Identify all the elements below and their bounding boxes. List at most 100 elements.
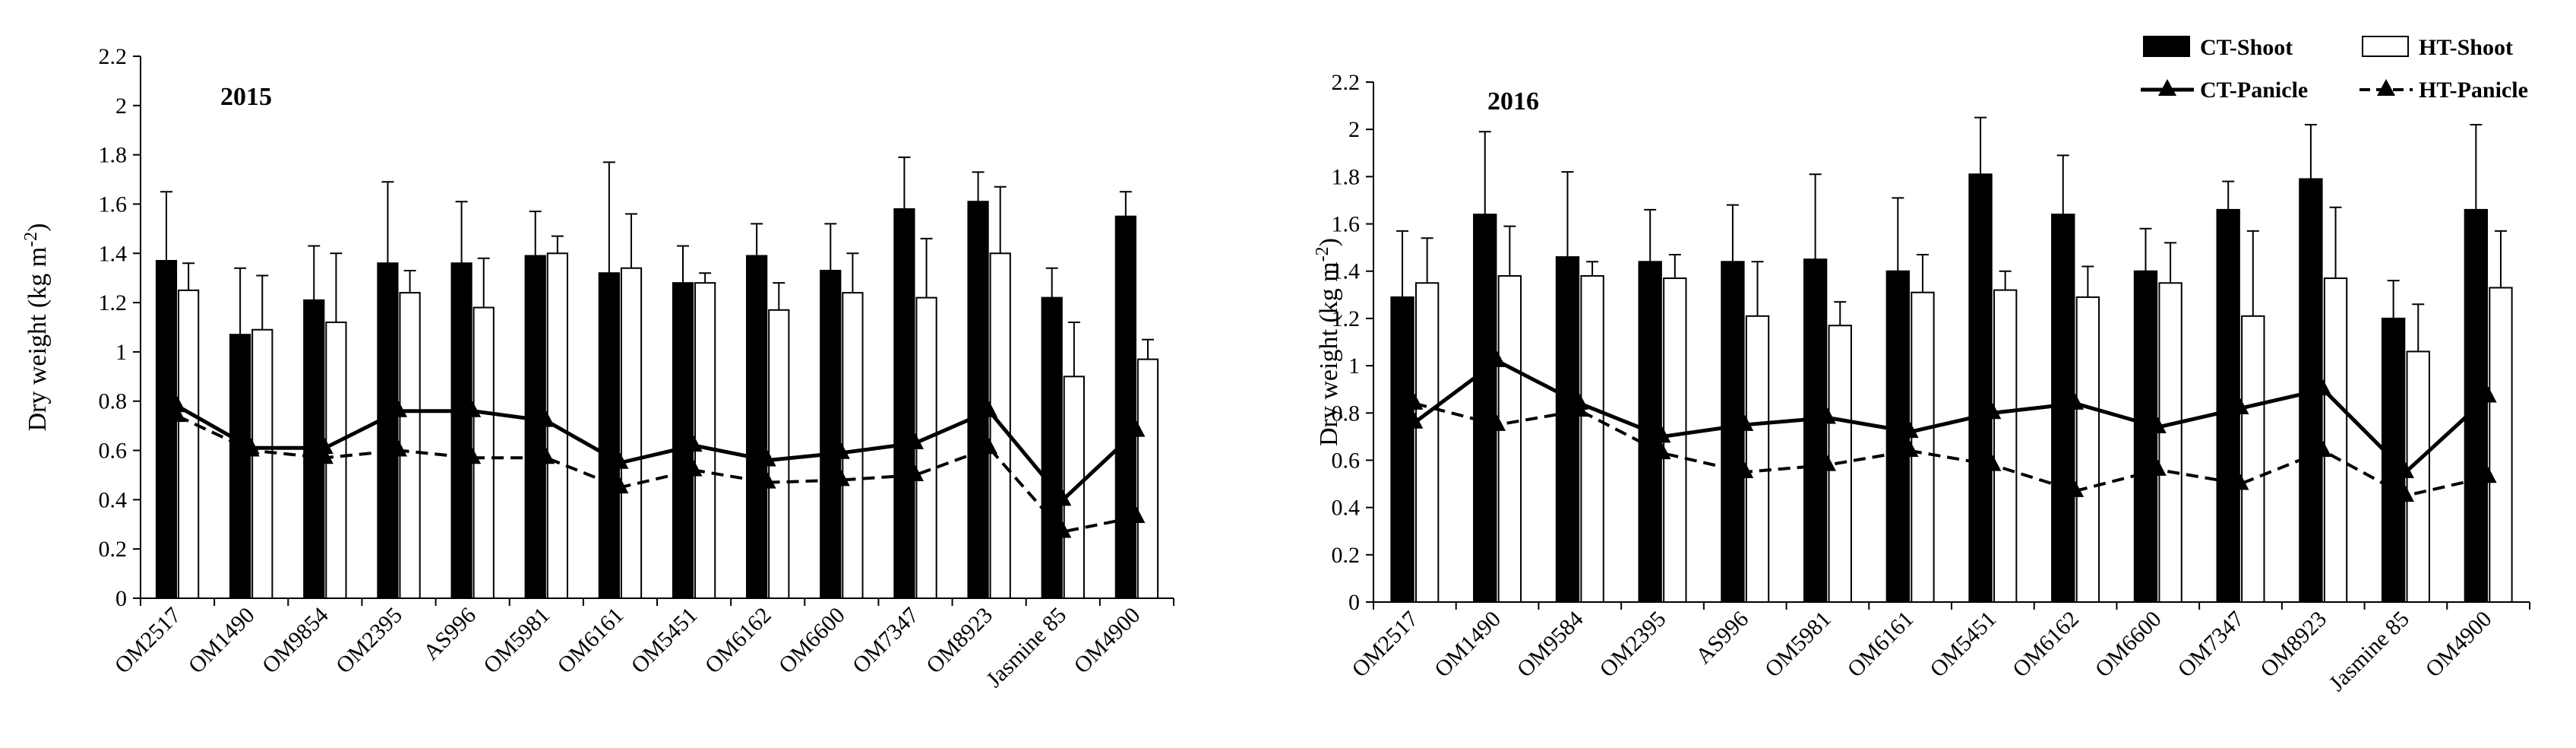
legend-label-ct-panicle: CT-Panicle [2200, 78, 2308, 103]
chart-2-marker-ct-panicle [1406, 412, 1424, 429]
chart-2-y-axis-label-main: Dry weight (kg m [1315, 261, 1343, 446]
chart-1-category-label: OM4900 [1069, 603, 1145, 679]
chart-1-marker-ct-panicle [1128, 420, 1146, 437]
chart-1-marker-ht-panicle [1128, 507, 1146, 524]
chart-2-y-tick-label: 0.2 [1332, 543, 1361, 568]
chart-1-y-tick-label: 1.4 [99, 241, 128, 266]
chart-1-category-label: OM6161 [552, 603, 628, 679]
chart-2-y-tick-label: 1.6 [1332, 212, 1361, 237]
chart-1-bar-ct-shoot [598, 272, 620, 599]
chart-2-y-tick-label: 2 [1348, 117, 1360, 142]
chart-1-bar-ct-shoot [450, 262, 473, 599]
chart-1-category-label: OM2395 [331, 603, 407, 679]
chart-1-bar-ht-shoot [399, 292, 421, 599]
chart-2-category-label: OM4900 [2421, 607, 2497, 683]
chart-1-y-tick-label: 0 [115, 586, 127, 611]
chart-2-title: 2016 [1487, 87, 1539, 116]
chart-1-bar-ht-shoot [251, 328, 273, 599]
chart-1-marker-ht-panicle [833, 470, 850, 487]
chart-1-marker-ct-panicle [538, 410, 555, 427]
chart-1-marker-ht-panicle [1054, 521, 1072, 538]
chart-1-category-label: AS996 [419, 603, 481, 665]
chart-2-category-label: AS996 [1691, 607, 1753, 669]
chart-2-bar-ht-shoot [1414, 282, 1440, 603]
chart-2-marker-ht-panicle [1819, 455, 1836, 471]
chart-1-bar-ct-shoot [820, 269, 842, 599]
legend: CT-Shoot HT-Shoot CT-Panicle HT-Panicle [2141, 35, 2528, 103]
chart-2-y-tick-label: 2.2 [1332, 70, 1361, 95]
chart-2-marker-ct-panicle [1654, 426, 1671, 443]
chart-2-bar-ct-shoot [1721, 261, 1745, 603]
chart-1-marker-ct-panicle [981, 401, 998, 417]
chart-2-y-tick-label: 1.8 [1332, 164, 1361, 189]
chart-1-marker-ct-panicle [1054, 490, 1072, 506]
chart-1-y-tick-label: 2 [115, 94, 127, 119]
chart-2-marker-ct-panicle [1819, 407, 1836, 424]
chart-2-marker-ht-panicle [1406, 393, 1424, 410]
chart-2-y-axis-label-close: ) [1315, 238, 1343, 246]
chart-2-y-tick-label: 0.6 [1332, 448, 1361, 473]
chart-2-marker-ht-panicle [1571, 401, 1588, 417]
chart-2-marker-ht-panicle [2149, 459, 2167, 476]
chart-2-bar-ht-shoot [1497, 274, 1522, 603]
chart-2-bar-ct-shoot [1968, 173, 1993, 604]
chart-2-y-tick-label: 1 [1348, 353, 1360, 379]
chart-1-y-axis-label: Dry weight (kg m-2) [21, 223, 52, 431]
chart-1-y-axis-label-main: Dry weight (kg m [24, 247, 52, 432]
chart-1-category-label: OM5451 [627, 603, 703, 679]
chart-1-marker-ct-panicle [316, 438, 333, 455]
chart-2-category-label: OM6162 [2008, 607, 2084, 683]
chart-2-marker-ct-panicle [1737, 414, 1754, 431]
chart-2-category-label: OM5451 [1925, 607, 2001, 683]
chart-1-category-label: OM2517 [110, 603, 186, 679]
chart-1-marker-ct-panicle [759, 450, 776, 467]
legend-label-ht-shoot: HT-Shoot [2419, 35, 2513, 60]
chart-1: 0 0.2 0.4 0.6 0.8 1 1.2 1.4 1.6 1.8 2 2.2 OM2517OM14… [21, 44, 1174, 693]
chart-2-category-label: OM1490 [1430, 607, 1506, 683]
chart-1-marker-ct-panicle [390, 401, 407, 417]
chart-1-bar-ht-shoot [694, 282, 716, 599]
chart-2-marker-ht-panicle [2397, 486, 2414, 502]
chart-2-marker-ct-panicle [2149, 417, 2167, 433]
chart-2-marker-ht-panicle [1489, 414, 1506, 431]
chart-2-bar-ct-shoot [1555, 256, 1580, 603]
chart-2-marker-ht-panicle [1984, 455, 2002, 471]
chart-2-marker-ct-panicle [2480, 386, 2497, 403]
chart-1-y-tick-label: 0.4 [99, 487, 128, 512]
chart-1-y-tick-label: 0.2 [99, 537, 128, 562]
chart-2-marker-ht-panicle [2232, 474, 2249, 490]
chart-2-line-ht-panicle [1414, 401, 2489, 498]
chart-1-bar-ct-shoot [672, 282, 694, 599]
chart-2-bar-ct-shoot [1473, 214, 1497, 603]
chart-1-y-tick-label: 1.8 [99, 143, 128, 168]
chart-2-bar-ht-shoot [2158, 282, 2182, 603]
legend-label-ht-panicle: HT-Panicle [2419, 78, 2528, 103]
chart-2-bar-ht-shoot [2489, 287, 2513, 603]
chart-2-bar-ht-shoot [2075, 296, 2100, 603]
chart-2-marker-ct-panicle [2315, 379, 2332, 396]
chart-1-bar-ct-shoot [893, 208, 915, 600]
chart-1-y-axis-label-sup: -2 [21, 232, 41, 247]
chart-1-y-tick-label: 0.8 [99, 389, 128, 414]
chart-2-category-label: OM9584 [1512, 607, 1588, 683]
chart-2-y-tick-label: 1.4 [1332, 259, 1361, 284]
chart-1-y-tick-label: 0.6 [99, 439, 128, 464]
chart-1-bar-ct-shoot [1041, 296, 1063, 599]
chart-2-category-label: OM5981 [1760, 607, 1836, 683]
chart-2-category-label: Jasmine 85 [2325, 607, 2414, 696]
chart-1-bar-ht-shoot [178, 289, 200, 599]
chart-1-marker-ht-panicle [981, 438, 998, 455]
chart-1-bar-ct-shoot [155, 259, 178, 599]
chart-1-marker-ht-panicle [685, 460, 703, 477]
legend-swatch-ct-shoot [2143, 36, 2190, 57]
legend-label-ct-shoot: CT-Shoot [2200, 35, 2293, 60]
chart-1-category-label: OM6600 [774, 603, 850, 679]
chart-1-y-tick-label: 1 [115, 340, 127, 365]
chart-1-y-axis-label-close: ) [24, 223, 52, 231]
chart-2-marker-ht-panicle [2480, 467, 2497, 483]
chart-2-bar-ht-shoot [1580, 274, 1604, 603]
chart-2-marker-ct-panicle [1984, 403, 2002, 420]
chart-2-bar-ct-shoot [2216, 208, 2240, 603]
chart-2-y-axis-label: Dry weight (kg m-2) [1313, 238, 1343, 446]
chart-2-y-axis-label-sup: -2 [1313, 246, 1332, 261]
